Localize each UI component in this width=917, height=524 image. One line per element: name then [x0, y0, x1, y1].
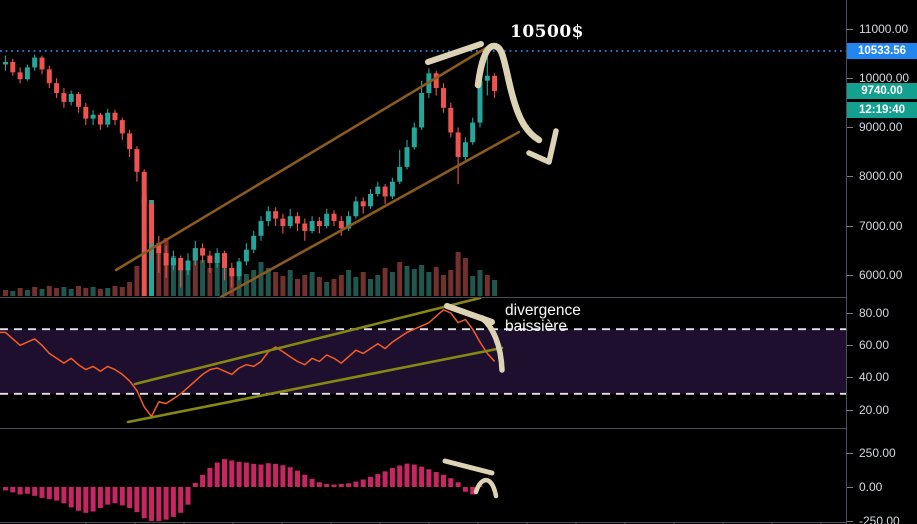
rsi-tick-label: 40.00	[859, 370, 890, 385]
rsi-tick-dash	[847, 377, 853, 379]
rsi-trendline-upper[interactable]	[133, 296, 482, 386]
macd-tick-label: -250.00	[859, 513, 900, 524]
trend-channel-lower-line[interactable]	[219, 130, 521, 299]
price-tick-dash	[847, 176, 853, 178]
hand-drawn-arrow-macd[interactable]	[473, 477, 499, 499]
price-tick-label: 9000.00	[859, 120, 903, 134]
price-tick-dash	[847, 77, 853, 79]
price-target-annotation[interactable]: 10500$	[510, 22, 584, 42]
price-axis[interactable]: 10533.56 9740.00 12:19:40 11000.00 10000.…	[847, 0, 917, 524]
hand-drawn-line-main[interactable]	[425, 41, 484, 65]
price-tick-dash	[847, 28, 853, 30]
rsi-tick-dash	[847, 409, 853, 411]
rsi-line	[0, 309, 496, 418]
price-tick-dash	[847, 225, 853, 227]
macd-tick-label: 250.00	[859, 445, 896, 460]
countdown-badge: 12:19:40	[847, 102, 917, 118]
macd-tick-dash	[847, 486, 853, 488]
hand-drawn-arrow-main[interactable]	[474, 42, 543, 144]
rsi-tick-label: 80.00	[859, 305, 890, 320]
macd-tick-dash	[847, 452, 853, 454]
divergence-annotation-line2: baissière	[505, 318, 568, 335]
candlestick-plot	[3, 54, 498, 288]
macd-plot	[3, 459, 483, 521]
price-tick-dash	[847, 274, 853, 276]
macd-tick-label: 0.00	[859, 479, 883, 494]
hand-drawn-arrow-rsi[interactable]	[479, 315, 505, 373]
rsi-trendline-lower[interactable]	[126, 346, 504, 424]
price-tick-label: 8000.00	[859, 169, 903, 184]
price-tick-dash	[847, 127, 853, 128]
divergence-annotation[interactable]: divergence baissière	[505, 303, 581, 335]
rsi-tick-label: 20.00	[859, 402, 890, 417]
rsi-tick-dash	[847, 312, 853, 314]
last-price-badge: 9740.00	[847, 83, 917, 99]
trend-channel-upper-line[interactable]	[114, 43, 493, 272]
price-tick-label: 11000.00	[859, 21, 909, 36]
hand-drawn-arrow-main-head[interactable]	[526, 128, 559, 165]
rsi-tick-label: 60.00	[859, 337, 890, 352]
divergence-annotation-line1: divergence	[505, 302, 581, 319]
rsi-band	[0, 329, 846, 394]
macd-tick-dash	[847, 520, 853, 522]
price-tick-label: 6000.00	[859, 267, 903, 282]
price-tick-label: 10000.00	[859, 70, 910, 85]
price-tick-label: 7000.00	[859, 218, 903, 233]
price-line-badge: 10533.56	[847, 43, 917, 59]
hand-drawn-line-macd[interactable]	[442, 458, 495, 476]
rsi-tick-dash	[847, 344, 853, 346]
volume-bars	[3, 197, 498, 296]
